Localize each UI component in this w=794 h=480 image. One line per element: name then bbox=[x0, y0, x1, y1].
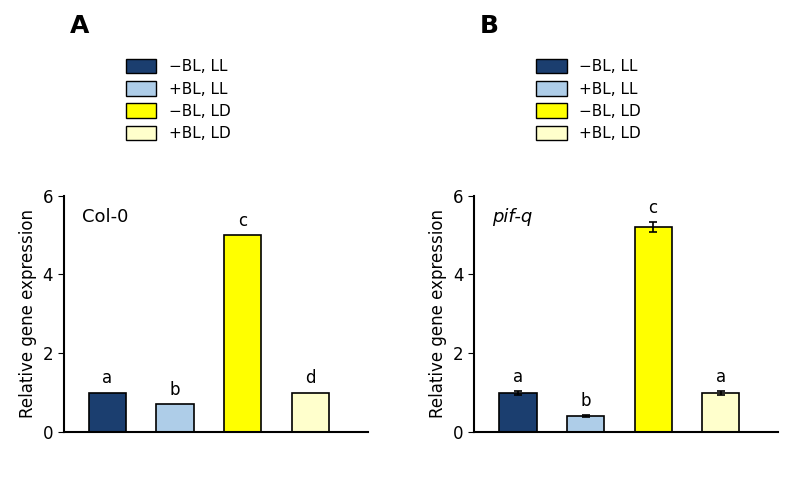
Text: c: c bbox=[238, 212, 247, 230]
Text: b: b bbox=[580, 392, 591, 410]
Text: a: a bbox=[102, 370, 113, 387]
Bar bbox=[224, 235, 261, 432]
Text: b: b bbox=[170, 381, 180, 399]
Bar bbox=[156, 405, 194, 432]
Y-axis label: Relative gene expression: Relative gene expression bbox=[19, 209, 37, 419]
Bar bbox=[567, 416, 604, 432]
Bar bbox=[291, 393, 329, 432]
Y-axis label: Relative gene expression: Relative gene expression bbox=[430, 209, 448, 419]
Bar bbox=[499, 393, 537, 432]
Text: B: B bbox=[480, 14, 499, 38]
Text: a: a bbox=[715, 368, 726, 385]
Text: Col-0: Col-0 bbox=[82, 207, 128, 226]
Text: pif-q: pif-q bbox=[492, 207, 533, 226]
Text: a: a bbox=[513, 368, 523, 385]
Legend: −BL, LL, +BL, LL, −BL, LD, +BL, LD: −BL, LL, +BL, LL, −BL, LD, +BL, LD bbox=[126, 59, 230, 141]
Bar bbox=[702, 393, 739, 432]
Bar bbox=[634, 227, 672, 432]
Legend: −BL, LL, +BL, LL, −BL, LD, +BL, LD: −BL, LL, +BL, LL, −BL, LD, +BL, LD bbox=[537, 59, 641, 141]
Text: A: A bbox=[70, 14, 89, 38]
Text: c: c bbox=[649, 199, 657, 217]
Text: d: d bbox=[305, 370, 315, 387]
Bar bbox=[89, 393, 126, 432]
